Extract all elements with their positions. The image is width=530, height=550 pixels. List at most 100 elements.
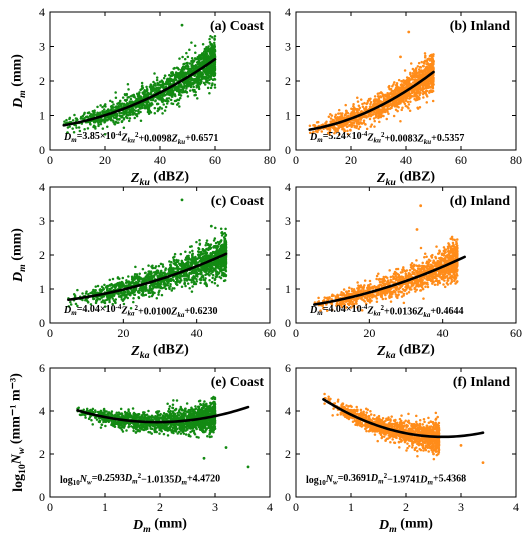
data-point bbox=[137, 112, 140, 115]
data-point bbox=[156, 89, 159, 92]
data-point bbox=[114, 91, 117, 94]
data-point bbox=[163, 284, 167, 287]
data-point bbox=[197, 76, 200, 80]
data-point bbox=[344, 103, 347, 107]
data-point bbox=[101, 105, 104, 109]
data-point bbox=[66, 131, 69, 134]
data-point bbox=[209, 34, 212, 38]
data-point bbox=[112, 299, 116, 302]
data-point bbox=[185, 87, 188, 90]
data-point bbox=[133, 282, 137, 286]
data-point bbox=[93, 109, 96, 112]
data-point bbox=[382, 94, 385, 98]
data-point bbox=[171, 267, 175, 270]
data-point bbox=[212, 74, 216, 78]
data-point bbox=[174, 281, 178, 285]
data-point bbox=[374, 116, 378, 119]
data-point bbox=[195, 257, 199, 261]
data-point bbox=[206, 86, 210, 90]
data-point bbox=[211, 273, 215, 277]
data-point bbox=[223, 265, 226, 268]
data-point bbox=[148, 284, 152, 288]
data-point bbox=[201, 77, 204, 80]
data-point bbox=[172, 67, 175, 70]
data-point bbox=[205, 239, 209, 242]
x-tick-label: 0 bbox=[47, 153, 53, 167]
data-point bbox=[188, 48, 191, 51]
data-point bbox=[103, 299, 107, 302]
data-point bbox=[108, 296, 112, 299]
data-point bbox=[211, 36, 214, 39]
data-point bbox=[126, 281, 129, 284]
data-point bbox=[369, 97, 372, 101]
data-point bbox=[153, 111, 157, 115]
data-point bbox=[216, 265, 220, 268]
data-point bbox=[155, 272, 158, 276]
data-point bbox=[212, 49, 216, 53]
data-point bbox=[157, 291, 160, 294]
data-point bbox=[104, 103, 107, 106]
data-point bbox=[109, 105, 113, 108]
data-point bbox=[403, 69, 407, 72]
data-point bbox=[388, 107, 392, 111]
data-point bbox=[426, 62, 430, 65]
data-point bbox=[166, 280, 169, 283]
data-point bbox=[137, 97, 141, 101]
data-point bbox=[199, 259, 202, 262]
data-point bbox=[193, 65, 196, 68]
data-point bbox=[120, 120, 124, 124]
data-point bbox=[154, 84, 157, 87]
data-point bbox=[178, 96, 182, 100]
data-point bbox=[177, 98, 181, 102]
data-point bbox=[162, 286, 166, 289]
data-point bbox=[191, 252, 195, 255]
data-point bbox=[153, 106, 157, 110]
data-point bbox=[182, 87, 185, 90]
data-point bbox=[184, 250, 187, 254]
data-point bbox=[211, 65, 214, 68]
data-point bbox=[190, 290, 194, 293]
data-point bbox=[196, 63, 200, 66]
data-point bbox=[205, 272, 208, 276]
data-point bbox=[402, 94, 406, 98]
data-point bbox=[405, 85, 408, 89]
data-point bbox=[308, 124, 312, 127]
data-point bbox=[190, 63, 194, 66]
x-tick-label: 60 bbox=[455, 153, 467, 167]
data-point bbox=[415, 94, 419, 98]
data-point bbox=[193, 57, 197, 60]
data-point bbox=[211, 82, 214, 85]
data-point bbox=[130, 108, 134, 111]
data-point bbox=[402, 87, 406, 90]
data-point bbox=[343, 116, 347, 120]
data-point bbox=[120, 103, 123, 106]
data-point bbox=[408, 109, 412, 112]
data-point bbox=[151, 266, 155, 270]
data-point bbox=[127, 102, 130, 106]
data-point bbox=[223, 256, 227, 260]
y-tick-label: 1 bbox=[39, 109, 45, 123]
data-point bbox=[217, 259, 221, 262]
data-point bbox=[201, 43, 205, 46]
data-point bbox=[207, 47, 210, 50]
x-tick-label: 60 bbox=[264, 326, 276, 340]
data-point bbox=[189, 70, 192, 73]
data-point bbox=[344, 114, 347, 117]
data-point bbox=[101, 110, 104, 113]
data-point bbox=[202, 250, 206, 253]
y-axis-label: Dm (mm) bbox=[10, 54, 28, 109]
data-point bbox=[147, 112, 151, 115]
data-point bbox=[87, 292, 90, 296]
data-point bbox=[177, 91, 181, 94]
data-point bbox=[149, 110, 152, 114]
data-point bbox=[82, 113, 86, 116]
data-point bbox=[431, 99, 435, 103]
data-point bbox=[371, 113, 374, 116]
data-point bbox=[399, 119, 402, 123]
data-point bbox=[150, 294, 154, 298]
data-point bbox=[180, 262, 183, 265]
data-point bbox=[170, 289, 174, 292]
data-point bbox=[173, 287, 176, 290]
data-point bbox=[153, 266, 157, 270]
data-point bbox=[99, 111, 102, 114]
